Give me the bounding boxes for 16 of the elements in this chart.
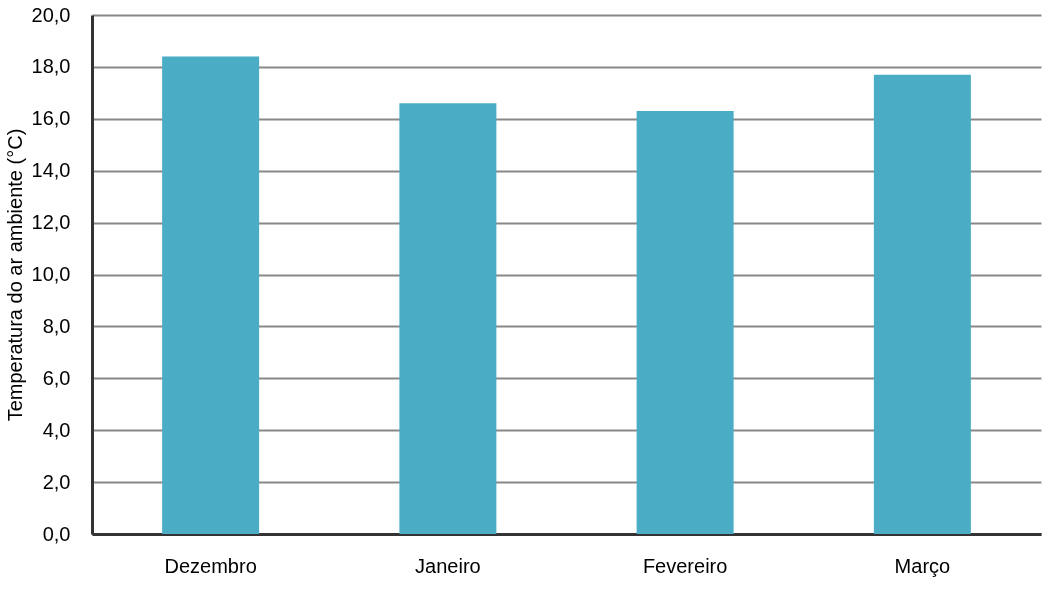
x-tick-label: Março <box>894 554 951 577</box>
y-tick-label: 10,0 <box>31 263 71 285</box>
y-tick-label: 12,0 <box>31 211 71 234</box>
y-tick-label: 2,0 <box>42 470 71 493</box>
x-tick-label: Janeiro <box>415 554 481 577</box>
y-tick-label: 4,0 <box>42 418 71 441</box>
x-tick-label: Fevereiro <box>642 554 728 577</box>
y-tick-label: 14,0 <box>31 159 71 182</box>
y-tick-label: 20,0 <box>31 3 71 26</box>
x-tick-label: Dezembro <box>164 554 257 577</box>
y-tick-label: 18,0 <box>31 55 71 78</box>
y-tick-label: 6,0 <box>42 366 71 389</box>
y-tick-label: 8,0 <box>42 314 71 337</box>
y-tick-label: 0,0 <box>42 522 71 545</box>
y-axis-title: Temperatura do ar ambiente (°C) <box>3 128 26 422</box>
y-tick-label: 16,0 <box>31 107 71 130</box>
